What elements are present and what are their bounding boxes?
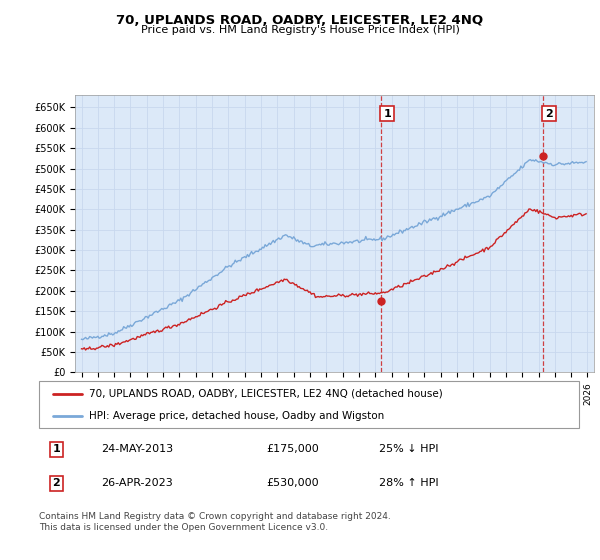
Text: 1: 1 bbox=[53, 444, 60, 454]
FancyBboxPatch shape bbox=[39, 381, 579, 428]
Text: 26-APR-2023: 26-APR-2023 bbox=[101, 478, 173, 488]
Text: 1: 1 bbox=[383, 109, 391, 119]
Text: Price paid vs. HM Land Registry's House Price Index (HPI): Price paid vs. HM Land Registry's House … bbox=[140, 25, 460, 35]
Text: £530,000: £530,000 bbox=[266, 478, 319, 488]
Text: HPI: Average price, detached house, Oadby and Wigston: HPI: Average price, detached house, Oadb… bbox=[89, 410, 384, 421]
Text: 24-MAY-2013: 24-MAY-2013 bbox=[101, 444, 173, 454]
Text: 25% ↓ HPI: 25% ↓ HPI bbox=[379, 444, 439, 454]
Text: 70, UPLANDS ROAD, OADBY, LEICESTER, LE2 4NQ (detached house): 70, UPLANDS ROAD, OADBY, LEICESTER, LE2 … bbox=[89, 389, 442, 399]
Text: 2: 2 bbox=[545, 109, 553, 119]
Text: 28% ↑ HPI: 28% ↑ HPI bbox=[379, 478, 439, 488]
Text: 2: 2 bbox=[53, 478, 60, 488]
Text: 70, UPLANDS ROAD, OADBY, LEICESTER, LE2 4NQ: 70, UPLANDS ROAD, OADBY, LEICESTER, LE2 … bbox=[116, 14, 484, 27]
Text: Contains HM Land Registry data © Crown copyright and database right 2024.
This d: Contains HM Land Registry data © Crown c… bbox=[39, 512, 391, 532]
Text: £175,000: £175,000 bbox=[266, 444, 319, 454]
